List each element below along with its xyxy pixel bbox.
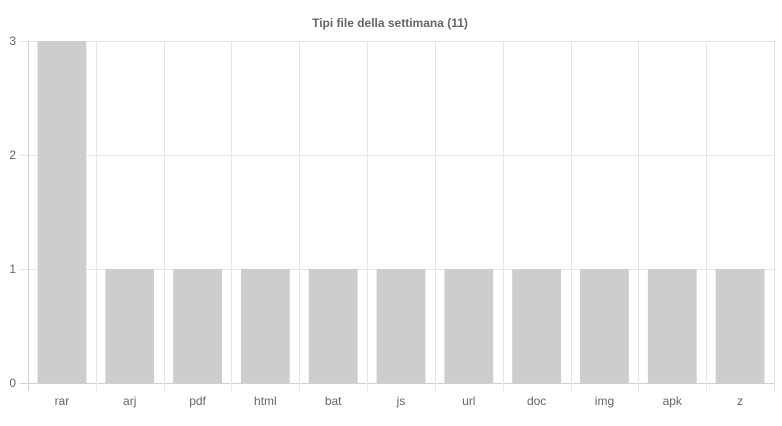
bar-arj bbox=[105, 269, 155, 383]
bar-html bbox=[240, 269, 290, 383]
bar-doc bbox=[512, 269, 562, 383]
bar-url bbox=[444, 269, 494, 383]
y-tick-label: 2 bbox=[9, 148, 16, 162]
grid-lines bbox=[20, 41, 775, 391]
bar-js bbox=[376, 269, 426, 383]
bar-img bbox=[580, 269, 629, 383]
x-tick-label: js bbox=[396, 394, 406, 408]
bar-z bbox=[715, 269, 765, 383]
y-tick-label: 3 bbox=[9, 34, 16, 48]
chart-title: Tipi file della settimana (11) bbox=[312, 16, 468, 30]
x-tick-label: rar bbox=[55, 394, 70, 408]
y-tick-label: 1 bbox=[9, 262, 16, 276]
x-tick-label: apk bbox=[663, 394, 683, 408]
bar-bat bbox=[308, 269, 358, 383]
bar-rar bbox=[37, 41, 87, 383]
bars bbox=[37, 41, 765, 383]
y-tick-label: 0 bbox=[9, 376, 16, 390]
x-tick-label: img bbox=[595, 394, 614, 408]
x-tick-label: html bbox=[254, 394, 277, 408]
x-tick-label: url bbox=[462, 394, 475, 408]
x-tick-label: pdf bbox=[189, 394, 206, 408]
x-tick-label: arj bbox=[123, 394, 136, 408]
x-tick-label: bat bbox=[325, 394, 342, 408]
bar-pdf bbox=[173, 269, 222, 383]
x-tick-label: doc bbox=[527, 394, 546, 408]
x-axis-ticks: rar arj pdf html bat js url doc img apk z bbox=[55, 394, 744, 408]
y-axis-ticks: 0 1 2 3 bbox=[9, 34, 16, 390]
bar-apk bbox=[647, 269, 697, 383]
x-tick-label: z bbox=[737, 394, 743, 408]
